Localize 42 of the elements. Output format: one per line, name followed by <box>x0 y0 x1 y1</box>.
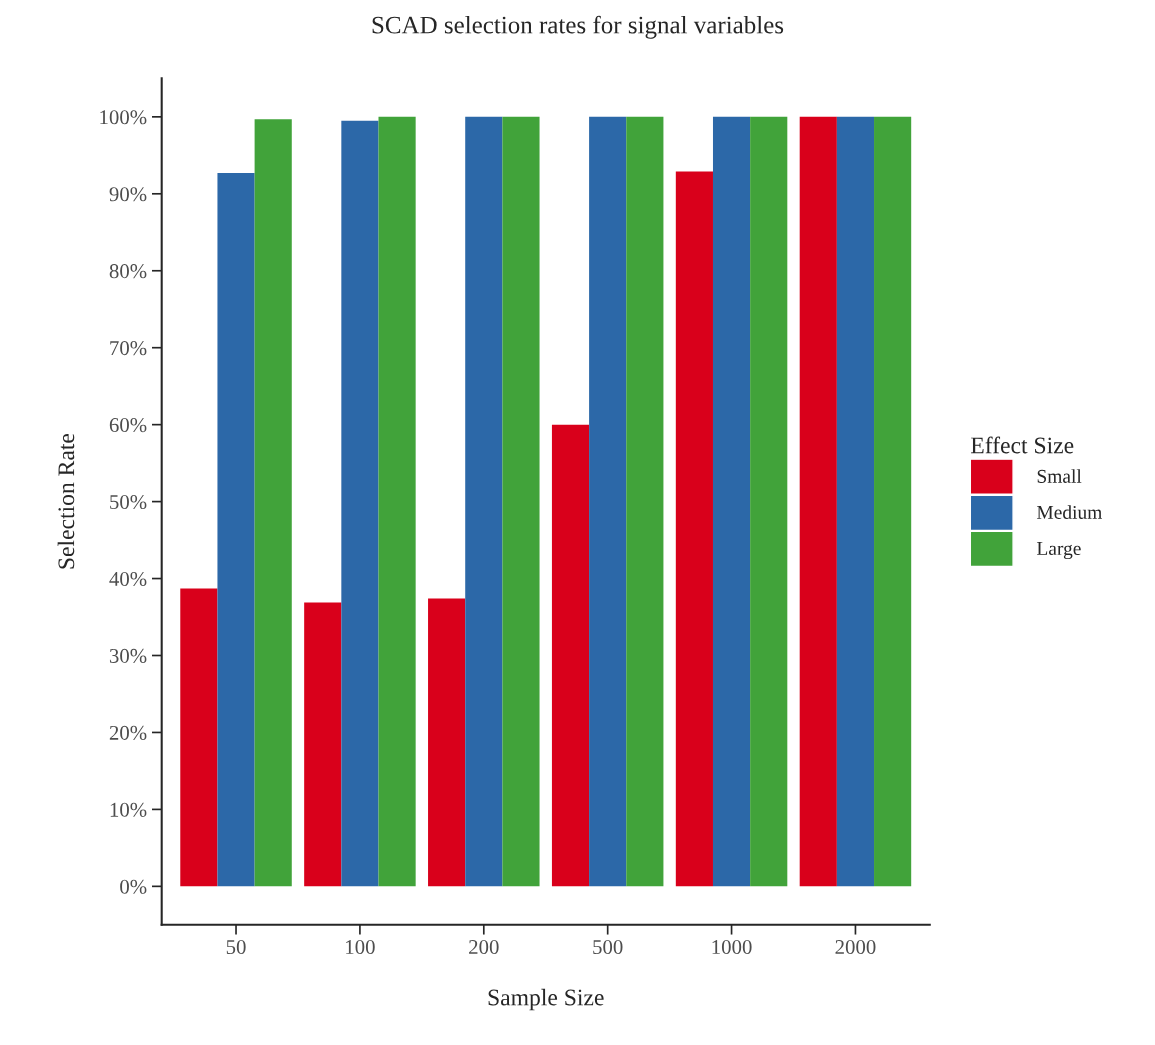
x-tick-label: 500 <box>593 940 623 955</box>
bar <box>341 120 379 887</box>
y-tick-label: 80% <box>109 264 147 279</box>
bar <box>750 116 788 887</box>
y-tick-label: 90% <box>109 187 147 202</box>
x-axis-title: Sample Size <box>488 988 604 1011</box>
y-tick-label: 10% <box>110 802 147 817</box>
bar <box>254 119 292 887</box>
y-tick-label: 30% <box>109 648 147 663</box>
bar <box>675 171 713 887</box>
bar <box>799 116 837 887</box>
legend-label: Medium <box>1036 505 1103 519</box>
bar <box>836 116 875 887</box>
bar <box>378 116 416 887</box>
y-tick-label: 0% <box>120 879 147 894</box>
y-tick-label: 20% <box>109 725 147 740</box>
chart-title: SCAD selection rates for signal variables <box>372 15 784 39</box>
legend-label: Small <box>1037 469 1082 483</box>
bar <box>874 116 912 887</box>
bar <box>712 116 751 887</box>
bar <box>502 116 540 887</box>
legend-label: Large <box>1036 542 1081 560</box>
bar <box>589 116 627 887</box>
y-tick-label: 60% <box>109 418 147 433</box>
bar <box>626 116 664 887</box>
bar <box>304 602 342 887</box>
x-tick-label: 100 <box>346 940 375 955</box>
x-tick-label: 200 <box>469 940 499 955</box>
y-tick-label: 70% <box>110 341 147 356</box>
legend-title: Effect Size <box>971 436 1074 454</box>
y-tick-label: 100% <box>100 110 147 125</box>
y-axis-title: Selection Rate <box>57 433 75 569</box>
bar <box>551 424 590 887</box>
y-tick-label: 50% <box>110 494 147 510</box>
bar <box>180 588 218 887</box>
x-tick-label: 2000 <box>835 940 876 955</box>
x-tick-label: 1000 <box>712 940 752 955</box>
x-tick-label: 50 <box>226 940 246 955</box>
bar <box>217 173 255 887</box>
bar <box>465 116 503 887</box>
bar <box>428 598 466 887</box>
y-tick-label: 40% <box>109 571 147 587</box>
